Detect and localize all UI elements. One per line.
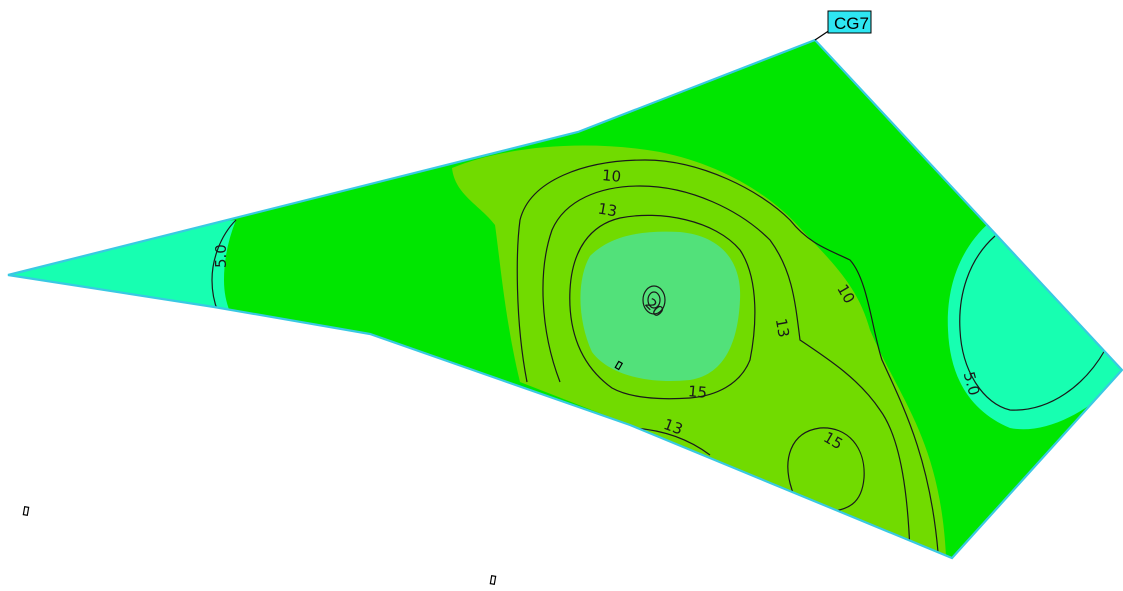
- peak-region: [580, 231, 741, 381]
- contour-label-5-right: 5.0: [960, 370, 984, 398]
- contour-label-5-left: 5.0: [212, 244, 230, 268]
- contour-line-13-bottom: [632, 427, 711, 456]
- contour-line-15: [569, 214, 756, 400]
- plate-boundary: [7, 38, 1123, 560]
- contour-label-15-bottom: 15: [687, 382, 708, 402]
- contour-line-20: [642, 285, 666, 315]
- contour-line-5-right: [959, 235, 1106, 411]
- contour-label-10-top: 10: [601, 166, 622, 186]
- contour-label-13-right: 13: [772, 317, 793, 339]
- point-marker: [489, 575, 497, 585]
- contour-label-13-top: 13: [597, 199, 619, 220]
- contour-line-10: [516, 159, 939, 553]
- contour-label-13-bottom: 13: [661, 415, 685, 438]
- contour-line-20-inner: [647, 291, 661, 309]
- callout-box: [827, 10, 872, 34]
- contour-line-13: [542, 185, 911, 553]
- callout-label: CG7: [834, 14, 869, 33]
- point-marker: [614, 360, 624, 371]
- point-marker: [22, 506, 30, 516]
- contour-line-5-left: [211, 219, 237, 313]
